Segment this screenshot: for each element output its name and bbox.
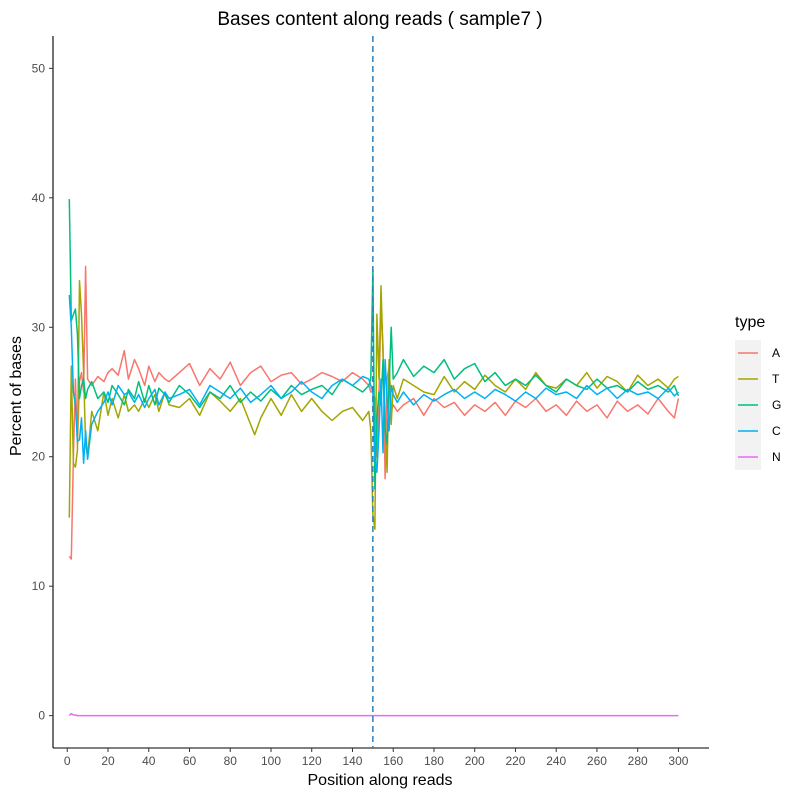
- x-tick-label: 300: [668, 754, 688, 768]
- x-tick-label: 240: [546, 754, 566, 768]
- legend-title: type: [735, 314, 765, 331]
- legend-label-A: A: [772, 346, 780, 360]
- legend-label-C: C: [772, 424, 781, 438]
- series-line-A: [68, 265, 680, 560]
- x-tick-label: 180: [424, 754, 444, 768]
- x-tick-label: 260: [587, 754, 607, 768]
- y-axis-title: Percent of bases: [8, 336, 25, 456]
- y-tick-label: 40: [32, 191, 46, 205]
- x-tick-label: 0: [64, 754, 71, 768]
- x-tick-label: 40: [142, 754, 156, 768]
- x-tick-label: 80: [224, 754, 238, 768]
- x-tick-label: 140: [342, 754, 362, 768]
- legend-label-T: T: [772, 372, 780, 386]
- x-tick-label: 280: [628, 754, 648, 768]
- series-line-T: [68, 279, 679, 530]
- series-line-N: [68, 712, 679, 717]
- x-tick-label: 120: [302, 754, 322, 768]
- x-tick-label: 60: [183, 754, 197, 768]
- y-tick-label: 20: [32, 450, 46, 464]
- y-tick-label: 30: [32, 320, 46, 334]
- y-tick-label: 0: [38, 709, 45, 723]
- x-tick-label: 20: [101, 754, 115, 768]
- series-line-C: [68, 294, 679, 474]
- x-tick-label: 160: [383, 754, 403, 768]
- series-line-G: [68, 199, 680, 490]
- y-tick-label: 10: [32, 579, 46, 593]
- legend-label-G: G: [772, 398, 781, 412]
- chart-title: Bases content along reads ( sample7 ): [217, 9, 542, 30]
- x-tick-label: 100: [261, 754, 281, 768]
- x-tick-label: 220: [505, 754, 525, 768]
- legend-label-N: N: [772, 450, 781, 464]
- x-tick-label: 200: [465, 754, 485, 768]
- y-tick-label: 50: [32, 61, 46, 75]
- x-axis-title: Position along reads: [308, 772, 453, 789]
- plot-area: 0 10 20 30 40 50 0 20 40 60 80 100 120 140 160 180 200 22…: [32, 36, 709, 768]
